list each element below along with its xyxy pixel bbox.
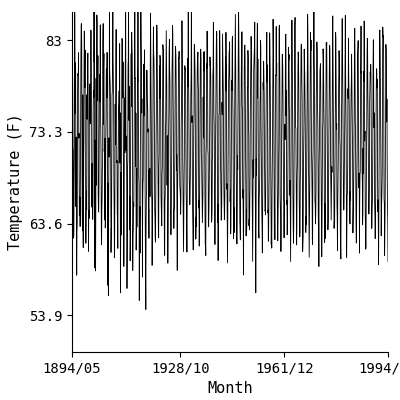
Y-axis label: Temperature (F): Temperature (F) [8, 114, 23, 250]
X-axis label: Month: Month [207, 381, 253, 396]
